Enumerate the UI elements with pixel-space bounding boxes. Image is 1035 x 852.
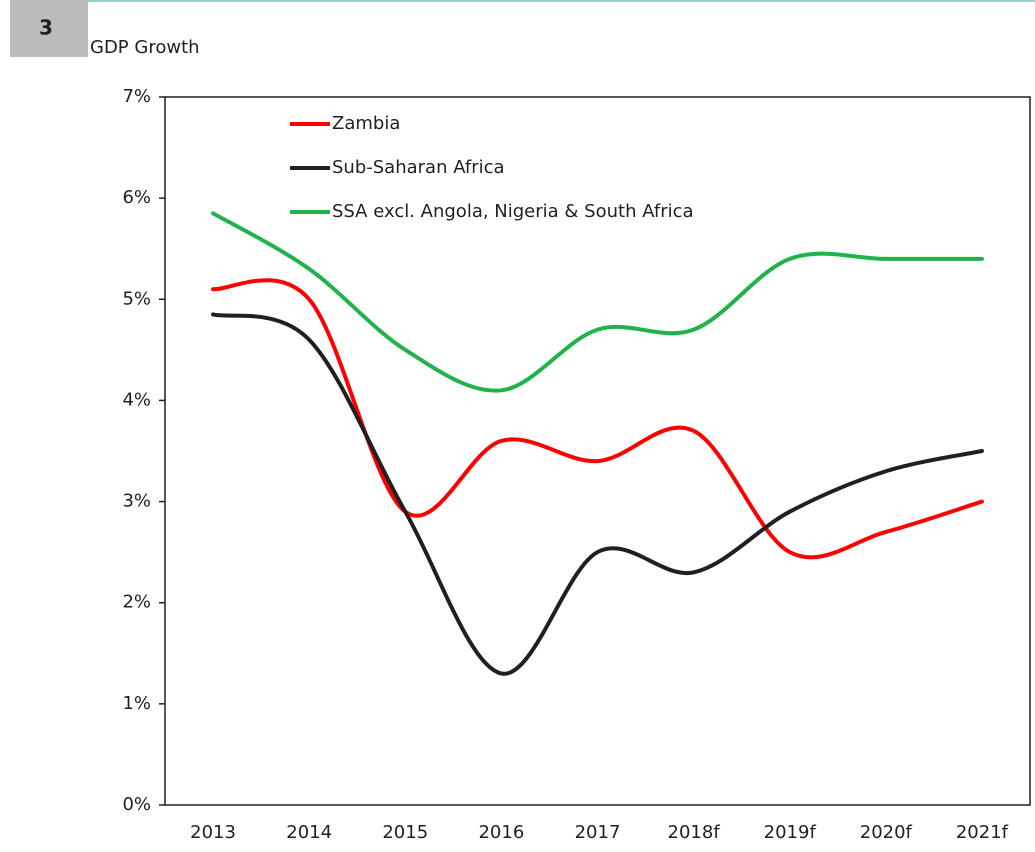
x-tick-label: 2013: [190, 822, 236, 843]
series-line: [211, 211, 984, 393]
x-tick-label: 2016: [478, 822, 524, 843]
x-tick-label: 2019f: [764, 822, 817, 843]
x-tick-label: 2018f: [668, 822, 721, 843]
y-tick-label: 2%: [122, 592, 151, 613]
badge: 3: [39, 16, 53, 40]
x-tick-label: 2014: [286, 822, 332, 843]
y-tick-label: 4%: [122, 389, 151, 410]
y-tick-label: 6%: [122, 187, 151, 208]
x-tick-label: 2015: [382, 822, 428, 843]
x-tick-label: 2021f: [956, 822, 1009, 843]
legend-label: Zambia: [332, 113, 400, 134]
y-tick-label: 5%: [122, 288, 151, 309]
legend-label: SSA excl. Angola, Nigeria & South Africa: [332, 201, 694, 222]
badge-box: [10, 0, 88, 57]
chart-title: GDP Growth: [90, 37, 200, 58]
x-tick-label: 2020f: [860, 822, 913, 843]
y-tick-label: 1%: [122, 693, 151, 714]
series-line: [211, 278, 984, 560]
y-tick-label: 0%: [122, 794, 151, 815]
y-tick-label: 7%: [122, 86, 151, 107]
plot-frame: [164, 96, 1031, 806]
y-tick-label: 3%: [122, 491, 151, 512]
legend-label: Sub-Saharan Africa: [332, 157, 505, 178]
series-line: [211, 312, 984, 676]
x-tick-label: 2017: [575, 822, 621, 843]
